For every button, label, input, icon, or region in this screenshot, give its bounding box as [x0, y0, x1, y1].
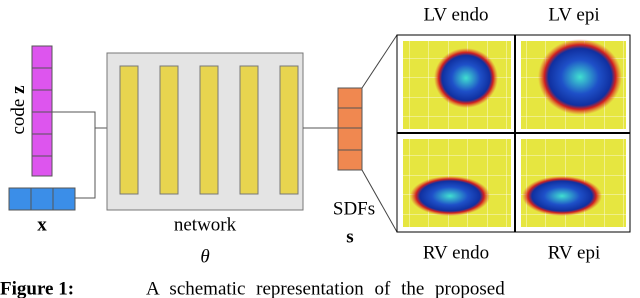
code-label: code z: [8, 85, 29, 135]
theta-label: θ: [200, 246, 209, 267]
panel-label: LV epi: [548, 4, 599, 25]
sdf-label: SDFs: [333, 198, 375, 219]
connectors: [52, 111, 107, 199]
panels: [396, 34, 631, 233]
caption-text: A schematic representation of the propos…: [146, 278, 505, 298]
panel-label: RV endo: [423, 242, 489, 263]
x-vector: [8, 187, 76, 211]
network-label: network: [174, 214, 237, 235]
panel-label: RV epi: [548, 242, 601, 263]
sdf-vector: [337, 87, 363, 171]
zoom-lines: [361, 34, 398, 233]
layers: [119, 65, 299, 195]
sdf-symbol: s: [346, 226, 353, 247]
code-vector: [31, 45, 53, 177]
caption-number: Figure 1:: [0, 278, 74, 298]
x-label: x: [37, 214, 47, 235]
panel-label: LV endo: [424, 4, 489, 25]
